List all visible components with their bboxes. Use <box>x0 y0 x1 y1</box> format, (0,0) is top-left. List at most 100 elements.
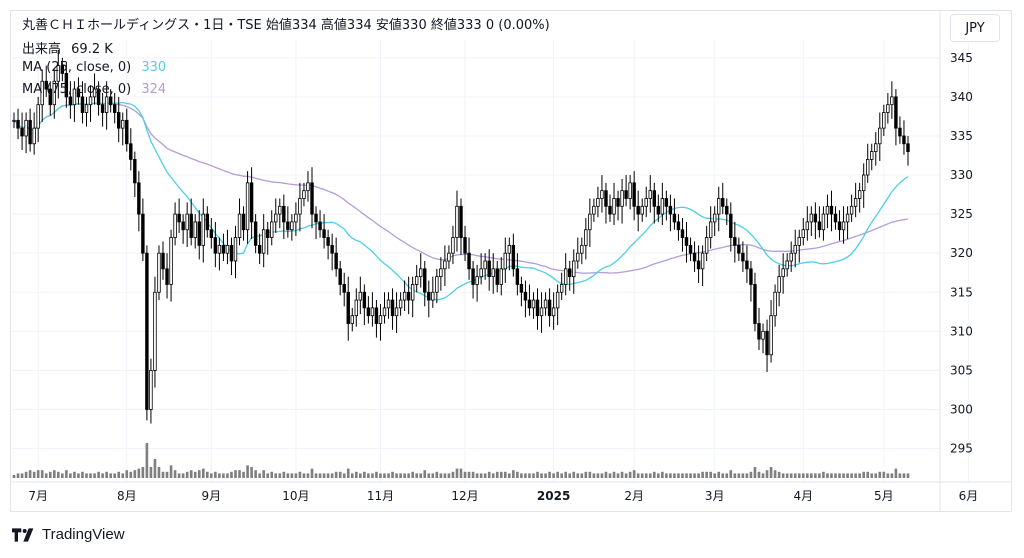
candle-body <box>555 291 560 309</box>
volume-bar <box>765 470 769 478</box>
candle-body <box>165 268 169 285</box>
candle-body <box>169 237 173 285</box>
legend-ma75-row[interactable]: MA (75, close, 0) 324 <box>22 82 166 97</box>
volume-bar <box>761 473 765 478</box>
candle-body <box>704 237 709 254</box>
candle-body <box>44 80 48 90</box>
volume-bar <box>781 473 785 478</box>
candle-body <box>874 143 878 152</box>
candle-body <box>841 221 846 231</box>
volume-bar <box>93 473 96 478</box>
close-value: 333 <box>456 18 482 33</box>
volume-bar <box>890 473 894 478</box>
candle-body <box>829 205 834 215</box>
candle-body <box>161 252 165 270</box>
volume-bar <box>697 473 700 478</box>
tradingview-brand[interactable]: TradingView <box>12 526 125 543</box>
candle-body <box>322 229 326 238</box>
symbol-title[interactable]: 丸善ＣＨＩホールディングス・1日・TSE <box>22 18 262 33</box>
y-tick-label: 345 <box>950 51 973 65</box>
volume-bar <box>596 473 600 478</box>
candle-body <box>588 213 592 231</box>
candle-body <box>20 127 24 137</box>
volume-bar <box>403 473 406 478</box>
time-axis[interactable]: 7月 8月 9月 10月 11月 12月 2025 2月 3月 4月 5月 6月 <box>28 489 978 503</box>
open-value: 334 <box>291 18 317 33</box>
candle-body <box>423 268 427 293</box>
volume-bar <box>113 473 116 478</box>
candle-body <box>32 127 36 145</box>
candle-body <box>757 323 761 340</box>
open-label: 始値 <box>265 18 292 33</box>
volume-bar <box>387 473 390 478</box>
volume-bar <box>439 473 443 478</box>
x-tick-label: 12月 <box>451 489 478 503</box>
candle-body <box>129 143 133 160</box>
volume-bar <box>467 471 471 478</box>
candle-body <box>241 213 246 231</box>
volume-bar <box>375 471 378 478</box>
volume-bar <box>648 473 652 478</box>
candle-body <box>253 221 258 246</box>
volume-bar <box>177 473 181 478</box>
chart-frame <box>10 10 1012 512</box>
volume-bar <box>508 473 511 478</box>
candle-body <box>733 237 737 246</box>
volume-bar <box>153 459 157 478</box>
candle-body <box>149 370 153 410</box>
volume-bar <box>826 473 829 478</box>
candle-body <box>676 221 681 231</box>
volume-bar <box>20 473 24 478</box>
volume-bar <box>411 471 414 478</box>
candle-body <box>463 237 467 254</box>
candle-body <box>531 299 536 309</box>
volume-bar <box>536 471 539 478</box>
candle-body <box>406 291 411 301</box>
legend-ma25-row[interactable]: MA (25, close, 0) 330 <box>22 60 166 75</box>
candle-body <box>616 198 620 207</box>
candle-body <box>398 299 403 309</box>
volume-bar <box>354 471 358 478</box>
candle-body <box>221 244 226 254</box>
volume-bar <box>677 473 680 478</box>
volume-bar <box>773 470 777 478</box>
candle-body <box>374 307 379 324</box>
volume-bar <box>471 471 475 478</box>
volume-bar <box>580 473 584 478</box>
candle-body <box>793 244 797 254</box>
candle-body <box>717 198 721 215</box>
volume-bar <box>524 473 527 478</box>
volume-bar <box>814 473 817 478</box>
volume-bar <box>628 471 632 478</box>
candle-body <box>853 198 858 207</box>
candle-body <box>495 268 499 285</box>
volume-bar <box>193 471 197 478</box>
volume-bar <box>733 473 737 478</box>
candle-body <box>88 96 93 106</box>
candle-body <box>318 221 322 231</box>
price-axis[interactable]: 295 300 305 310 315 320 325 330 335 340 345 <box>950 51 973 456</box>
candle-body <box>346 291 350 324</box>
volume-bar <box>487 471 491 478</box>
candle-body <box>133 159 137 184</box>
volume-bar <box>415 473 419 478</box>
volume-bar <box>105 471 108 478</box>
y-tick-label: 300 <box>950 402 973 416</box>
volume-bar <box>218 473 221 478</box>
candle-body <box>362 291 367 309</box>
volume-bar <box>226 473 229 478</box>
candle-body <box>56 65 61 82</box>
candle-body <box>809 213 814 223</box>
candle-body <box>36 104 40 129</box>
candle-body <box>861 174 866 192</box>
candle-body <box>584 229 588 246</box>
volume-bar <box>189 470 193 478</box>
currency-button[interactable]: JPY <box>950 14 1000 42</box>
candle-body <box>845 213 850 223</box>
candle-body <box>249 182 254 223</box>
candle-body <box>672 213 677 223</box>
candle-body <box>656 205 661 215</box>
legend-volume-row[interactable]: 出来高 69.2 K <box>22 38 113 57</box>
candle-body <box>527 299 532 309</box>
